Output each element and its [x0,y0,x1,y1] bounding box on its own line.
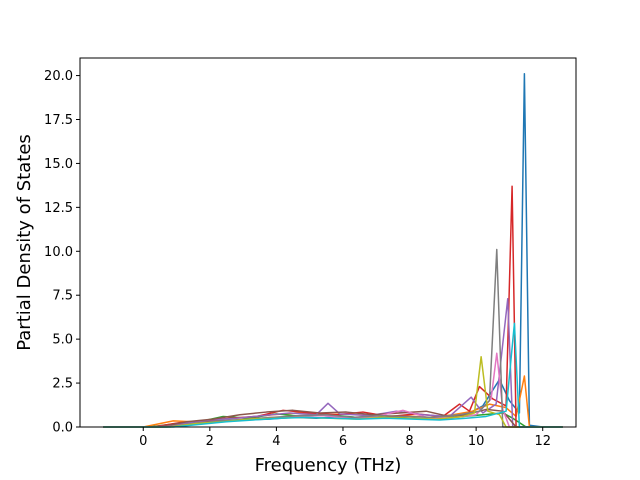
series-layer [103,73,563,428]
x-tick-label: 10 [468,434,485,449]
series-line-5 [103,297,563,428]
y-tick-label: 12.5 [44,201,73,216]
y-tick-label: 17.5 [44,113,73,128]
plot-area [79,57,577,428]
y-tick-label: 15.0 [44,157,73,172]
y-tick-label: 0.0 [52,421,73,436]
x-tick-label: 0 [139,434,147,449]
y-tick-label: 10.0 [44,245,73,260]
y-axis-label: Partial Density of States [14,134,35,351]
y-axis-ticks: 0.0 2.5 5.0 7.5 10.0 12.5 15.0 17.5 20.0 [44,69,80,436]
series-line-10 [103,322,563,428]
x-tick-label: 2 [206,434,214,449]
series-line-6 [103,408,563,428]
x-axis-ticks: 0 2 4 6 8 10 12 [139,427,551,449]
y-tick-label: 20.0 [44,69,73,84]
x-tick-label: 8 [405,434,413,449]
axes-frame [79,57,577,428]
x-tick-label: 6 [339,434,347,449]
x-tick-label: 4 [272,434,280,449]
y-tick-label: 7.5 [52,289,73,304]
x-tick-label: 12 [534,434,551,449]
y-tick-label: 5.0 [52,333,73,348]
y-tick-label: 2.5 [52,377,73,392]
x-axis-label: Frequency (THz) [255,455,402,476]
series-line-8 [103,248,563,428]
